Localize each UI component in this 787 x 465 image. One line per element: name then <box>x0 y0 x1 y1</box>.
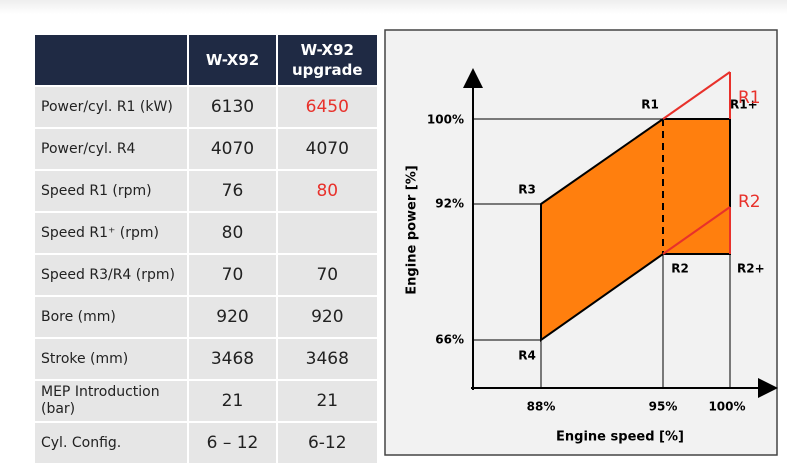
cell: 6450 <box>276 85 379 129</box>
y-label: 92% <box>435 197 464 211</box>
cell: 80 <box>187 211 278 255</box>
upgrade-lines <box>662 71 731 255</box>
x-label: 95% <box>649 400 678 414</box>
row-label: Speed R3/R4 (rpm) <box>33 253 189 297</box>
y-axis-title: Engine power [%] <box>405 165 420 294</box>
row-label: Cyl. Config. <box>33 421 189 465</box>
cell: 3468 <box>187 337 278 381</box>
y-label: 66% <box>435 333 464 347</box>
top-shade <box>0 0 787 14</box>
guide-lines <box>473 118 731 388</box>
header-cell: W-X92 <box>187 33 278 87</box>
upgrade-label: R1 <box>738 88 761 108</box>
cell: 70 <box>276 253 379 297</box>
cell-empty <box>276 211 379 255</box>
spec-table: W-X92 W-X92 upgrade Power/cyl. R1 (kW) 61… <box>33 33 379 465</box>
row-label: Bore (mm) <box>33 295 189 339</box>
point-label: R4 <box>518 349 536 363</box>
cell: 4070 <box>276 127 379 171</box>
cell: 920 <box>276 295 379 339</box>
row-label: MEP Introduction (bar) <box>33 379 189 423</box>
cell: 3468 <box>276 337 379 381</box>
cell: 6130 <box>187 85 278 129</box>
point-label: R3 <box>518 183 536 197</box>
x-axis-title: Engine speed [%] <box>556 430 684 445</box>
point-label: R1+ <box>730 98 758 112</box>
header-row: W-X92 W-X92 upgrade <box>33 33 379 87</box>
row-label: Speed R1 (rpm) <box>33 169 189 213</box>
cell: 4070 <box>187 127 278 171</box>
upgrade-label: R2 <box>738 192 761 212</box>
cell: 6-12 <box>276 421 379 465</box>
point-label: R2 <box>671 262 689 276</box>
cell: 21 <box>276 379 379 423</box>
row-label: Power/cyl. R4 <box>33 127 189 171</box>
x-label: 88% <box>527 400 556 414</box>
point-label: R2+ <box>737 262 765 276</box>
cell: 76 <box>187 169 278 213</box>
row-label: Power/cyl. R1 (kW) <box>33 85 189 129</box>
cell: 920 <box>187 295 278 339</box>
row-label: Stroke (mm) <box>33 337 189 381</box>
cell: 80 <box>276 169 379 213</box>
point-label: R1 <box>641 98 659 112</box>
cell: 6 – 12 <box>187 421 278 465</box>
y-label: 100% <box>427 113 464 127</box>
row-label: Speed R1⁺ (rpm) <box>33 211 189 255</box>
header-cell: W-X92 upgrade <box>276 33 379 87</box>
header-blank <box>33 33 189 87</box>
cell: 70 <box>187 253 278 297</box>
x-label: 100% <box>708 400 745 414</box>
cell: 21 <box>187 379 278 423</box>
